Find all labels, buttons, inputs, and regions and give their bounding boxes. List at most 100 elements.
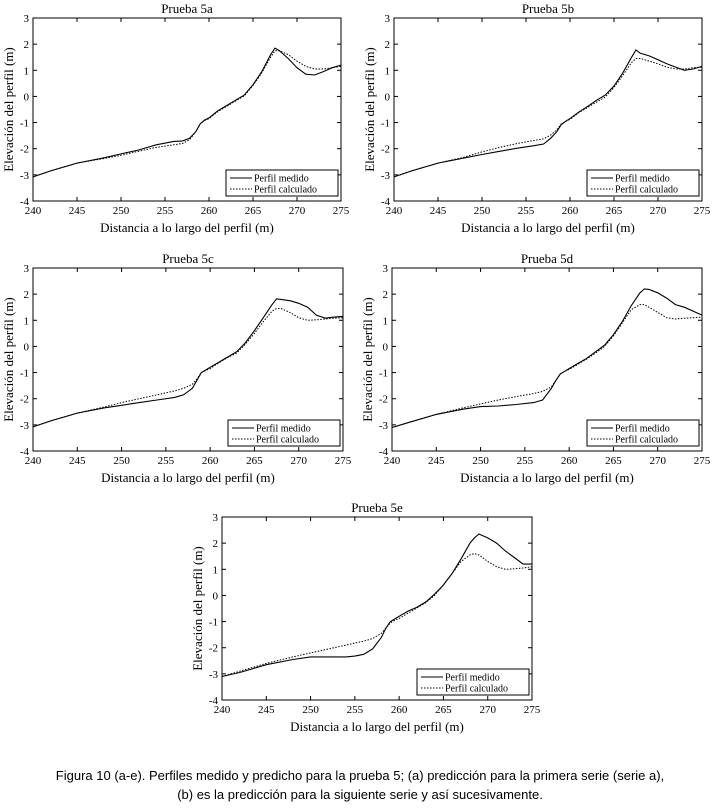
- x-tick-label: 240: [25, 455, 42, 467]
- plot-frame: [393, 17, 703, 202]
- legend-label: Perfil calculado: [615, 185, 678, 196]
- x-tick-label: 240: [386, 205, 403, 217]
- x-tick-label: 265: [605, 455, 622, 467]
- plot-frame: [221, 516, 533, 701]
- x-tick-label: 250: [474, 205, 491, 217]
- y-axis-label: Elevación del perfil (m): [360, 297, 375, 422]
- x-tick-label: 255: [517, 455, 534, 467]
- chart-panel-1: Prueba 5a 240 245 250 255 260 265 270 275 -4 -3 -2 -…: [1, 1, 350, 235]
- y-tick-label: -2: [20, 144, 29, 156]
- x-axis-label: Distancia a lo largo del perfil (m): [100, 220, 274, 235]
- y-tick-label: -3: [379, 420, 389, 432]
- x-tick-label: 245: [430, 205, 447, 217]
- series-line-perfil-medido: [32, 298, 344, 428]
- x-tick-label: 270: [289, 205, 306, 217]
- x-tick-label: 275: [333, 205, 350, 217]
- y-tick-label: -2: [20, 394, 29, 406]
- legend-box: [586, 419, 700, 447]
- y-tick-label: 3: [383, 263, 389, 275]
- x-tick-label: 265: [606, 205, 623, 217]
- y-tick-label: -1: [379, 368, 388, 380]
- y-tick-label: -4: [20, 446, 30, 458]
- y-tick-label: 0: [24, 91, 30, 103]
- x-tick-label: 260: [202, 455, 219, 467]
- series-line-perfil-calculado: [32, 308, 344, 428]
- x-tick-label: 245: [69, 205, 86, 217]
- y-tick-label: -4: [379, 446, 389, 458]
- y-tick-label: 0: [213, 590, 219, 602]
- x-tick-label: 245: [428, 455, 445, 467]
- x-tick-label: 275: [694, 455, 711, 467]
- chart-panel-4: Prueba 5d 240 245 250 255 260 265 270 275 -4 -3 -2 -…: [360, 251, 711, 485]
- x-tick-label: 260: [391, 704, 408, 716]
- y-tick-label: -1: [209, 617, 218, 629]
- legend-label: Perfil medido: [445, 673, 500, 684]
- y-tick-label: 1: [383, 315, 389, 327]
- y-tick-label: 3: [24, 13, 30, 25]
- y-tick-label: -3: [381, 170, 391, 182]
- y-tick-label: 3: [213, 512, 219, 524]
- legend-label: Perfil calculado: [445, 684, 508, 695]
- x-tick-label: 245: [258, 704, 275, 716]
- y-tick-label: 3: [385, 13, 391, 25]
- y-axis-label: Elevación del perfil (m): [190, 546, 205, 671]
- y-tick-label: -1: [20, 368, 29, 380]
- x-tick-label: 275: [694, 205, 711, 217]
- y-tick-label: -3: [20, 170, 30, 182]
- x-tick-label: 260: [562, 205, 579, 217]
- chart-panel-3: Prueba 5c 240 245 250 255 260 265 270 275 -4 -3 -2 -…: [1, 251, 352, 485]
- series-line-perfil-medido: [391, 288, 703, 429]
- x-tick-label: 275: [335, 455, 352, 467]
- x-tick-label: 275: [524, 704, 541, 716]
- legend-label: Perfil medido: [615, 424, 670, 435]
- x-tick-label: 250: [302, 704, 319, 716]
- chart-title: Prueba 5c: [162, 251, 214, 266]
- x-tick-label: 255: [158, 455, 175, 467]
- series-line-perfil-calculado: [32, 50, 342, 178]
- chart-title: Prueba 5a: [161, 1, 213, 16]
- y-tick-label: 1: [24, 65, 30, 77]
- y-tick-label: -1: [381, 118, 390, 130]
- figure-caption-line-1: Figura 10 (a-e). Perfiles medido y predi…: [55, 768, 665, 783]
- y-tick-label: -1: [20, 118, 29, 130]
- figure-caption-line-2: (b) es la predicción para la siguiente s…: [177, 787, 543, 802]
- x-tick-label: 270: [649, 455, 666, 467]
- y-tick-label: 2: [383, 289, 389, 301]
- y-tick-label: 2: [213, 538, 219, 550]
- y-axis-label: Elevación del perfil (m): [1, 47, 16, 172]
- y-tick-label: 2: [385, 39, 391, 51]
- y-tick-label: -3: [20, 420, 30, 432]
- series-line-perfil-calculado: [393, 58, 703, 178]
- x-tick-label: 250: [113, 455, 130, 467]
- chart-panel-2: Prueba 5b 240 245 250 255 260 265 270 275 -4 -3 -2 -…: [362, 1, 711, 235]
- x-tick-label: 255: [518, 205, 535, 217]
- plot-frame: [32, 17, 342, 202]
- legend-label: Perfil calculado: [615, 435, 678, 446]
- legend-label: Perfil calculado: [254, 185, 317, 196]
- y-tick-label: -2: [209, 643, 218, 655]
- chart-title: Prueba 5b: [522, 1, 574, 16]
- chart-panel-5: Prueba 5e 240 245 250 255 260 265 270 275 -4 -3 -2 -…: [190, 500, 541, 734]
- y-tick-label: 2: [24, 289, 30, 301]
- legend-box: [225, 169, 339, 197]
- chart-title: Prueba 5d: [521, 251, 574, 266]
- y-tick-label: 3: [24, 263, 30, 275]
- series-line-perfil-medido: [221, 533, 532, 678]
- x-tick-label: 255: [347, 704, 364, 716]
- x-tick-label: 245: [69, 455, 86, 467]
- y-axis-label: Elevación del perfil (m): [362, 47, 377, 172]
- chart-title: Prueba 5e: [351, 500, 403, 515]
- x-axis-label: Distancia a lo largo del perfil (m): [101, 470, 275, 485]
- y-tick-label: -3: [209, 669, 219, 681]
- x-tick-label: 265: [246, 455, 263, 467]
- plot-frame: [391, 267, 703, 452]
- x-tick-label: 270: [479, 704, 496, 716]
- y-tick-label: 0: [383, 341, 389, 353]
- legend-box: [227, 419, 341, 447]
- y-tick-label: -4: [20, 196, 30, 208]
- series-line-perfil-medido: [32, 47, 342, 178]
- x-tick-label: 265: [245, 205, 262, 217]
- x-tick-label: 250: [472, 455, 489, 467]
